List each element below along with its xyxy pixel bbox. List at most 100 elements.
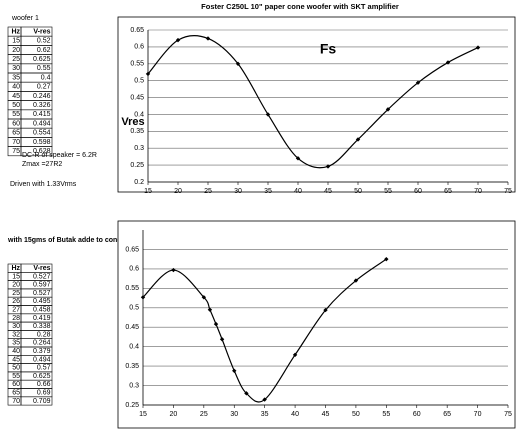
table-text: 0.55 <box>37 65 51 72</box>
x-tick-label: 50 <box>354 188 362 195</box>
data-point <box>445 60 451 65</box>
x-tick-label: 30 <box>234 188 242 195</box>
title: Foster C250L 10" paper cone woofer with … <box>201 2 399 11</box>
x-tick-label: 55 <box>382 411 390 418</box>
table-text: 0.4 <box>41 74 51 81</box>
table-text: 0.326 <box>33 102 51 109</box>
y-tick-label: 0.6 <box>134 44 144 51</box>
section-label: with 15gms of Butak adde to cone <box>7 237 121 244</box>
table-text: 0.625 <box>33 56 51 63</box>
x-tick-label: 70 <box>474 188 482 195</box>
table-text: 0.52 <box>37 38 51 45</box>
y-tick-label: 0.25 <box>130 162 144 169</box>
table-text: 0.494 <box>33 120 51 127</box>
table-text: 0.597 <box>33 282 51 289</box>
table-text: 30 <box>12 323 20 330</box>
x-tick-label: 25 <box>204 188 212 195</box>
table-text: 0.27 <box>37 84 51 91</box>
x-tick-label: 60 <box>414 188 422 195</box>
x-tick-label: 50 <box>352 411 360 418</box>
x-tick-label: 20 <box>174 188 182 195</box>
x-tick-label: 65 <box>443 411 451 418</box>
table-text: 0.28 <box>37 331 51 338</box>
table-text: 60 <box>12 381 20 388</box>
table-text: 15 <box>12 38 20 45</box>
y-tick-label: 0.65 <box>130 27 144 34</box>
table-text: 0.419 <box>33 315 51 322</box>
data-point <box>355 137 361 142</box>
table-text: 27 <box>12 306 20 313</box>
data-point <box>325 164 331 169</box>
data-point <box>213 321 219 327</box>
data-point <box>145 71 151 77</box>
table-text: Hz <box>11 28 20 35</box>
y-tick-label: 0.55 <box>125 285 139 292</box>
data-point <box>205 36 211 41</box>
table-text: 28 <box>12 315 20 322</box>
table-text: 50 <box>12 102 20 109</box>
y-tick-label: 0.45 <box>130 94 144 101</box>
x-tick-label: 75 <box>504 188 512 195</box>
table-text: 0.379 <box>33 348 51 355</box>
data-line <box>147 34 479 169</box>
table-text: 0.264 <box>33 340 51 347</box>
data-point <box>475 45 481 50</box>
y-tick-label: 0.65 <box>125 246 139 253</box>
data-point <box>232 368 237 373</box>
table-text: 40 <box>12 84 20 91</box>
x-tick-label: 65 <box>444 188 452 195</box>
table-text: V-res <box>33 28 50 35</box>
note: Zmax =27R2 <box>22 161 62 168</box>
y-tick-label: 0.35 <box>130 128 144 135</box>
table-text: 0.628 <box>33 148 51 155</box>
table-text: 0.338 <box>33 323 51 330</box>
table-text: 40 <box>12 348 20 355</box>
x-tick-label: 15 <box>139 411 147 418</box>
table-text: 26 <box>12 298 20 305</box>
x-tick-label: 30 <box>230 411 238 418</box>
driven-note: Driven with 1.33Vrms <box>10 181 77 188</box>
y-tick-label: 0.5 <box>134 78 144 85</box>
data-point <box>244 391 249 396</box>
x-tick-label: 35 <box>264 188 272 195</box>
y-tick-label: 0.3 <box>129 382 139 389</box>
data-point <box>265 112 271 117</box>
data-point <box>140 295 146 300</box>
x-tick-label: 60 <box>413 411 421 418</box>
table-text: 50 <box>12 365 20 372</box>
table-text: 70 <box>12 139 20 146</box>
table-text: Hz <box>11 265 20 272</box>
table-text: 60 <box>12 120 20 127</box>
woofer-label: woofer 1 <box>11 15 39 22</box>
table-text: V-res <box>33 265 50 272</box>
table-text: 0.62 <box>37 47 51 54</box>
table-text: 0.246 <box>33 93 51 100</box>
data-point <box>262 397 267 402</box>
table-text: 0.66 <box>37 381 51 388</box>
annotation: Fs <box>320 41 337 57</box>
data-point <box>353 278 359 283</box>
y-tick-label: 0.35 <box>125 363 139 370</box>
table-text: 65 <box>12 130 20 137</box>
y-tick-label: 0.4 <box>129 344 139 351</box>
table-text: 25 <box>12 56 20 63</box>
table-text: 0.495 <box>33 298 51 305</box>
y-tick-label: 0.55 <box>130 61 144 68</box>
table-text: 0.494 <box>33 356 51 363</box>
table-text: 55 <box>12 373 20 380</box>
table-text: 20 <box>12 47 20 54</box>
table-text: 0.709 <box>33 398 51 405</box>
y-tick-label: 0.3 <box>134 145 144 152</box>
y-axis-label: Vres <box>121 116 144 128</box>
data-point <box>323 307 328 313</box>
table-text: 35 <box>12 340 20 347</box>
table-text: 0.598 <box>33 139 51 146</box>
data-point <box>171 267 176 273</box>
table-text: 0.527 <box>33 290 51 297</box>
table-text: 35 <box>12 74 20 81</box>
y-tick-label: 0.2 <box>134 179 144 186</box>
table-text: 75 <box>12 148 20 155</box>
table-text: 20 <box>12 282 20 289</box>
table-text: 55 <box>12 111 20 118</box>
